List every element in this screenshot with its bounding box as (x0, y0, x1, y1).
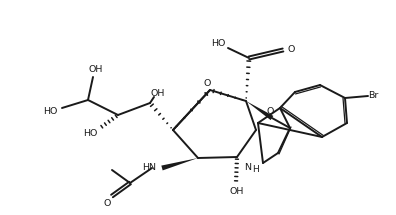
Text: OH: OH (89, 66, 103, 75)
Text: O: O (203, 80, 211, 89)
Polygon shape (246, 101, 273, 120)
Text: OH: OH (230, 187, 244, 197)
Text: H: H (253, 166, 259, 175)
Text: HN: HN (142, 163, 156, 172)
Text: O: O (103, 198, 111, 207)
Text: HO: HO (43, 108, 57, 117)
Text: OH: OH (151, 89, 165, 97)
Text: O: O (267, 108, 274, 117)
Text: Br: Br (368, 91, 378, 100)
Text: HO: HO (211, 40, 225, 49)
Polygon shape (161, 158, 198, 170)
Text: O: O (287, 45, 295, 54)
Text: N: N (244, 163, 251, 172)
Text: HO: HO (83, 129, 97, 138)
